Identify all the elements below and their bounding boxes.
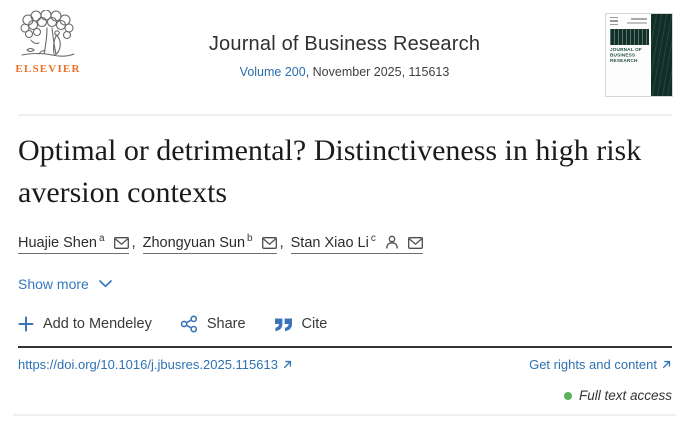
open-access-dot-icon bbox=[563, 391, 572, 400]
article-action-bar: Add to Mendeley Share Cite bbox=[18, 315, 327, 333]
rights-text: Get rights and content bbox=[529, 357, 657, 372]
elsevier-tree-icon bbox=[20, 10, 75, 57]
share-label: Share bbox=[206, 316, 246, 332]
share-button[interactable]: Share bbox=[180, 315, 246, 333]
add-to-mendeley-label: Add to Mendeley bbox=[43, 316, 152, 332]
author-separator: , bbox=[131, 234, 136, 251]
get-rights-link[interactable]: Get rights and content bbox=[529, 357, 672, 372]
divider bbox=[18, 114, 672, 116]
divider-dark bbox=[18, 346, 672, 348]
cite-label: Cite bbox=[301, 316, 328, 332]
journal-title-link[interactable]: Journal of Business Research bbox=[208, 33, 481, 55]
cover-decor bbox=[631, 18, 647, 20]
author-separator: , bbox=[279, 234, 284, 251]
cover-spine-band bbox=[651, 14, 672, 96]
issue-info: , November 2025, 115613 bbox=[305, 65, 450, 79]
double-quote-icon bbox=[274, 318, 292, 332]
rights-row: Get rights and content bbox=[529, 357, 672, 372]
show-more-button[interactable]: Show more bbox=[18, 276, 112, 292]
cover-journal-title: JOURNAL OF BUSINESS RESEARCH bbox=[610, 48, 642, 64]
author-name: Stan Xiao Li bbox=[290, 234, 369, 251]
plus-icon bbox=[18, 316, 34, 332]
person-icon bbox=[386, 235, 398, 249]
author-name: Huajie Shen bbox=[18, 234, 97, 251]
author-list: Huajie Shen a , Zhongyuan Sun b , Stan Xia… bbox=[18, 233, 423, 254]
volume-link[interactable]: Volume 200 bbox=[239, 65, 306, 79]
cover-publisher-mark-icon bbox=[610, 17, 618, 25]
journal-cover-thumbnail[interactable]: JOURNAL OF BUSINESS RESEARCH bbox=[605, 13, 673, 97]
article-title: Optimal or detrimental? Distinctiveness … bbox=[18, 134, 642, 209]
envelope-icon bbox=[113, 236, 129, 249]
cover-decor bbox=[627, 22, 647, 24]
envelope-icon bbox=[261, 236, 277, 249]
share-network-icon bbox=[180, 315, 197, 333]
add-to-mendeley-button[interactable]: Add to Mendeley bbox=[18, 316, 152, 332]
cover-art-block bbox=[610, 29, 649, 45]
elsevier-wordmark: ELSEVIER bbox=[15, 63, 81, 75]
elsevier-logo[interactable]: ELSEVIER bbox=[14, 10, 82, 75]
arrow-up-right-icon bbox=[662, 360, 671, 369]
arrow-up-right-icon bbox=[283, 360, 292, 369]
doi-row: https://doi.org/10.1016/j.jbusres.2025.1… bbox=[18, 357, 293, 372]
access-status: Full text access bbox=[563, 388, 672, 403]
journal-banner: Journal of Business Research Volume 200,… bbox=[100, 33, 589, 79]
author-affiliation-sup: a bbox=[99, 233, 105, 244]
envelope-icon bbox=[407, 236, 423, 249]
doi-link[interactable]: https://doi.org/10.1016/j.jbusres.2025.1… bbox=[18, 357, 293, 372]
show-more-label: Show more bbox=[18, 276, 89, 292]
doi-text: https://doi.org/10.1016/j.jbusres.2025.1… bbox=[18, 357, 278, 372]
author-affiliation-sup: b bbox=[247, 233, 253, 244]
cite-button[interactable]: Cite bbox=[274, 316, 328, 332]
access-label: Full text access bbox=[578, 388, 672, 403]
author-affiliation-sup: c bbox=[370, 233, 376, 244]
author-link[interactable]: Zhongyuan Sun b bbox=[142, 233, 277, 254]
author-link[interactable]: Huajie Shen a bbox=[18, 233, 129, 254]
author-link[interactable]: Stan Xiao Li c bbox=[290, 233, 423, 254]
chevron-down-icon bbox=[98, 280, 112, 288]
journal-issue-line: Volume 200, November 2025, 115613 bbox=[100, 65, 589, 79]
divider bbox=[13, 414, 676, 416]
author-name: Zhongyuan Sun bbox=[142, 234, 246, 251]
